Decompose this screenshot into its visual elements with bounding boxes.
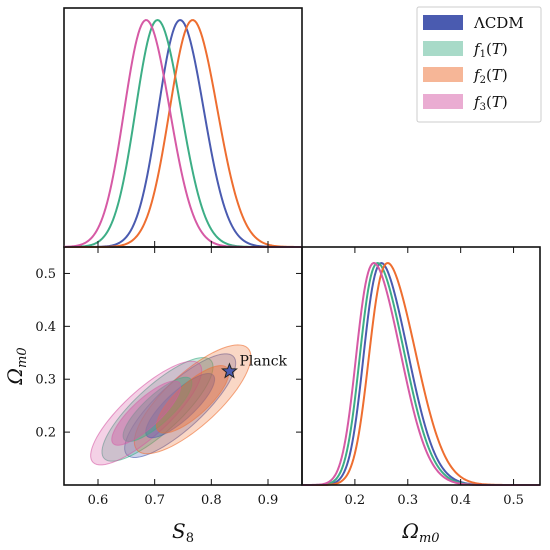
legend-label: f2(T)	[473, 66, 508, 86]
contour-95	[133, 344, 252, 455]
joint-panel: 0.6 0.7 0.8 0.9 0.2 0.3 0.4 0.5 Planck S8 Ωm0	[3, 241, 303, 546]
s8-marginal-curves	[63, 18, 302, 248]
x-tick-label: 0.9	[258, 493, 279, 508]
planck-marker: Planck	[221, 353, 288, 379]
contour-68	[111, 380, 182, 446]
s8-curve-line	[64, 18, 302, 248]
joint-y-axis-label: Ωm0	[3, 347, 30, 385]
legend-swatch	[423, 67, 463, 82]
y-tick-label: 0.4	[35, 320, 56, 335]
omega-marginal-curves	[302, 261, 540, 486]
y-tick-label: 0.2	[35, 426, 56, 441]
omega-marginal-x-ticks: 0.2 0.3 0.4 0.5	[345, 247, 524, 508]
x-tick-label: 0.8	[201, 493, 222, 508]
legend-item: ΛCDM	[423, 14, 524, 32]
legend-item: f2(T)	[423, 66, 508, 86]
legend-box	[416, 6, 542, 123]
y-tick-label: 0.5	[35, 267, 56, 282]
joint-y-ticks: 0.2 0.3 0.4 0.5	[35, 267, 302, 441]
omega-marginal-frame	[301, 246, 541, 486]
s8-marginal-panel	[63, 7, 303, 248]
legend: ΛCDM f1(T) f2(T) f3(T)	[416, 6, 542, 123]
s8-curve-line	[64, 19, 302, 248]
legend-swatch	[423, 94, 463, 109]
x-tick-label: 0.7	[144, 493, 165, 508]
legend-label: f3(T)	[473, 93, 508, 113]
x-tick-label: 0.5	[503, 493, 524, 508]
planck-star-icon	[221, 362, 238, 379]
s8-marginal-frame	[63, 7, 303, 248]
legend-swatch	[423, 15, 463, 30]
x-tick-label: 0.6	[88, 493, 109, 508]
omega-marginal-panel: 0.2 0.3 0.4 0.5 Ωm0	[301, 246, 541, 546]
joint-contours	[90, 344, 252, 466]
legend-swatch	[423, 41, 463, 56]
x-tick-label: 0.2	[345, 493, 366, 508]
s8-curve-line	[64, 18, 302, 248]
omega-curve-line	[302, 261, 540, 486]
planck-label: Planck	[239, 353, 287, 369]
contour-95	[90, 360, 203, 466]
y-tick-label: 0.3	[35, 373, 56, 388]
joint-x-ticks: 0.6 0.7 0.8 0.9	[88, 241, 279, 508]
omega-x-axis-label: Ωm0	[401, 519, 439, 546]
contour-68	[155, 365, 230, 434]
legend-label: f1(T)	[473, 40, 508, 60]
legend-label: ΛCDM	[473, 14, 524, 32]
s8-curve-line	[63, 18, 302, 248]
joint-x-axis-label: S8	[172, 519, 194, 546]
x-tick-label: 0.4	[450, 493, 471, 508]
x-tick-label: 0.3	[397, 493, 418, 508]
